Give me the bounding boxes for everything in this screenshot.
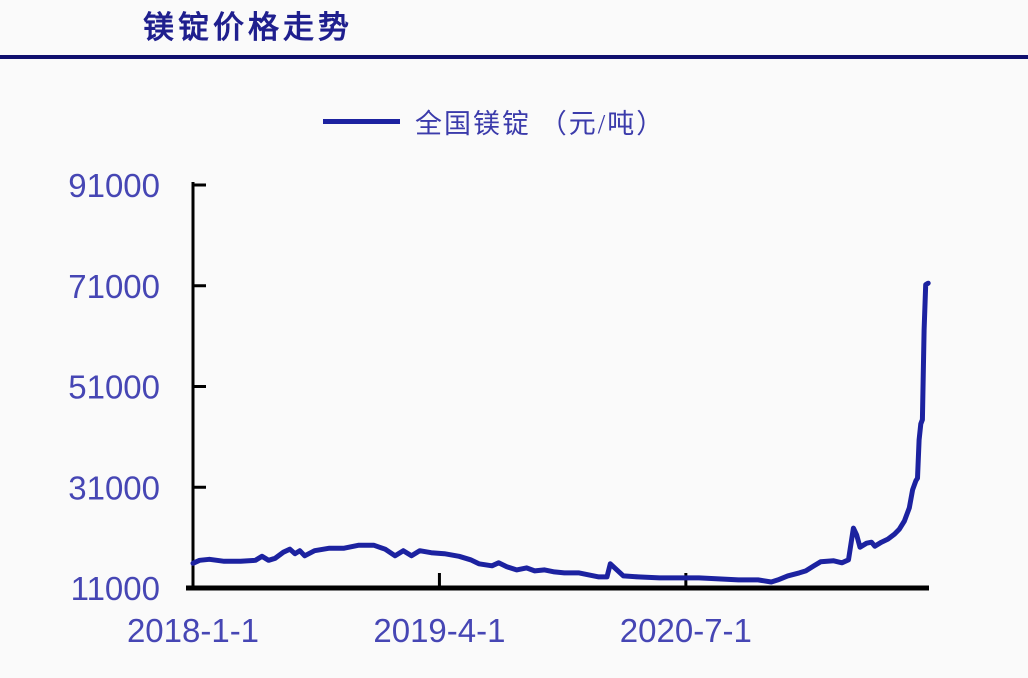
- legend-label: 全国镁锭 （元/吨）: [415, 109, 666, 139]
- y-axis-tick-label: 51000: [68, 369, 160, 406]
- x-axis-tick-label: 2018-1-1: [127, 612, 259, 649]
- y-axis-tick-label: 11000: [71, 570, 160, 607]
- y-axis-tick-label: 31000: [68, 469, 160, 506]
- y-axis-tick-label: 71000: [68, 268, 160, 305]
- page-title: 镁锭价格走势: [143, 10, 353, 45]
- chart-legend: 全国镁锭 （元/吨）: [323, 102, 665, 141]
- legend-line-swatch: [323, 119, 400, 124]
- x-axis-tick-label: 2019-4-1: [373, 612, 505, 649]
- title-underline-rule: [0, 55, 1028, 59]
- y-axis-tick-label: 91000: [68, 167, 160, 204]
- x-axis-tick-label: 2020-7-1: [620, 612, 752, 649]
- price-line-series: [190, 280, 931, 585]
